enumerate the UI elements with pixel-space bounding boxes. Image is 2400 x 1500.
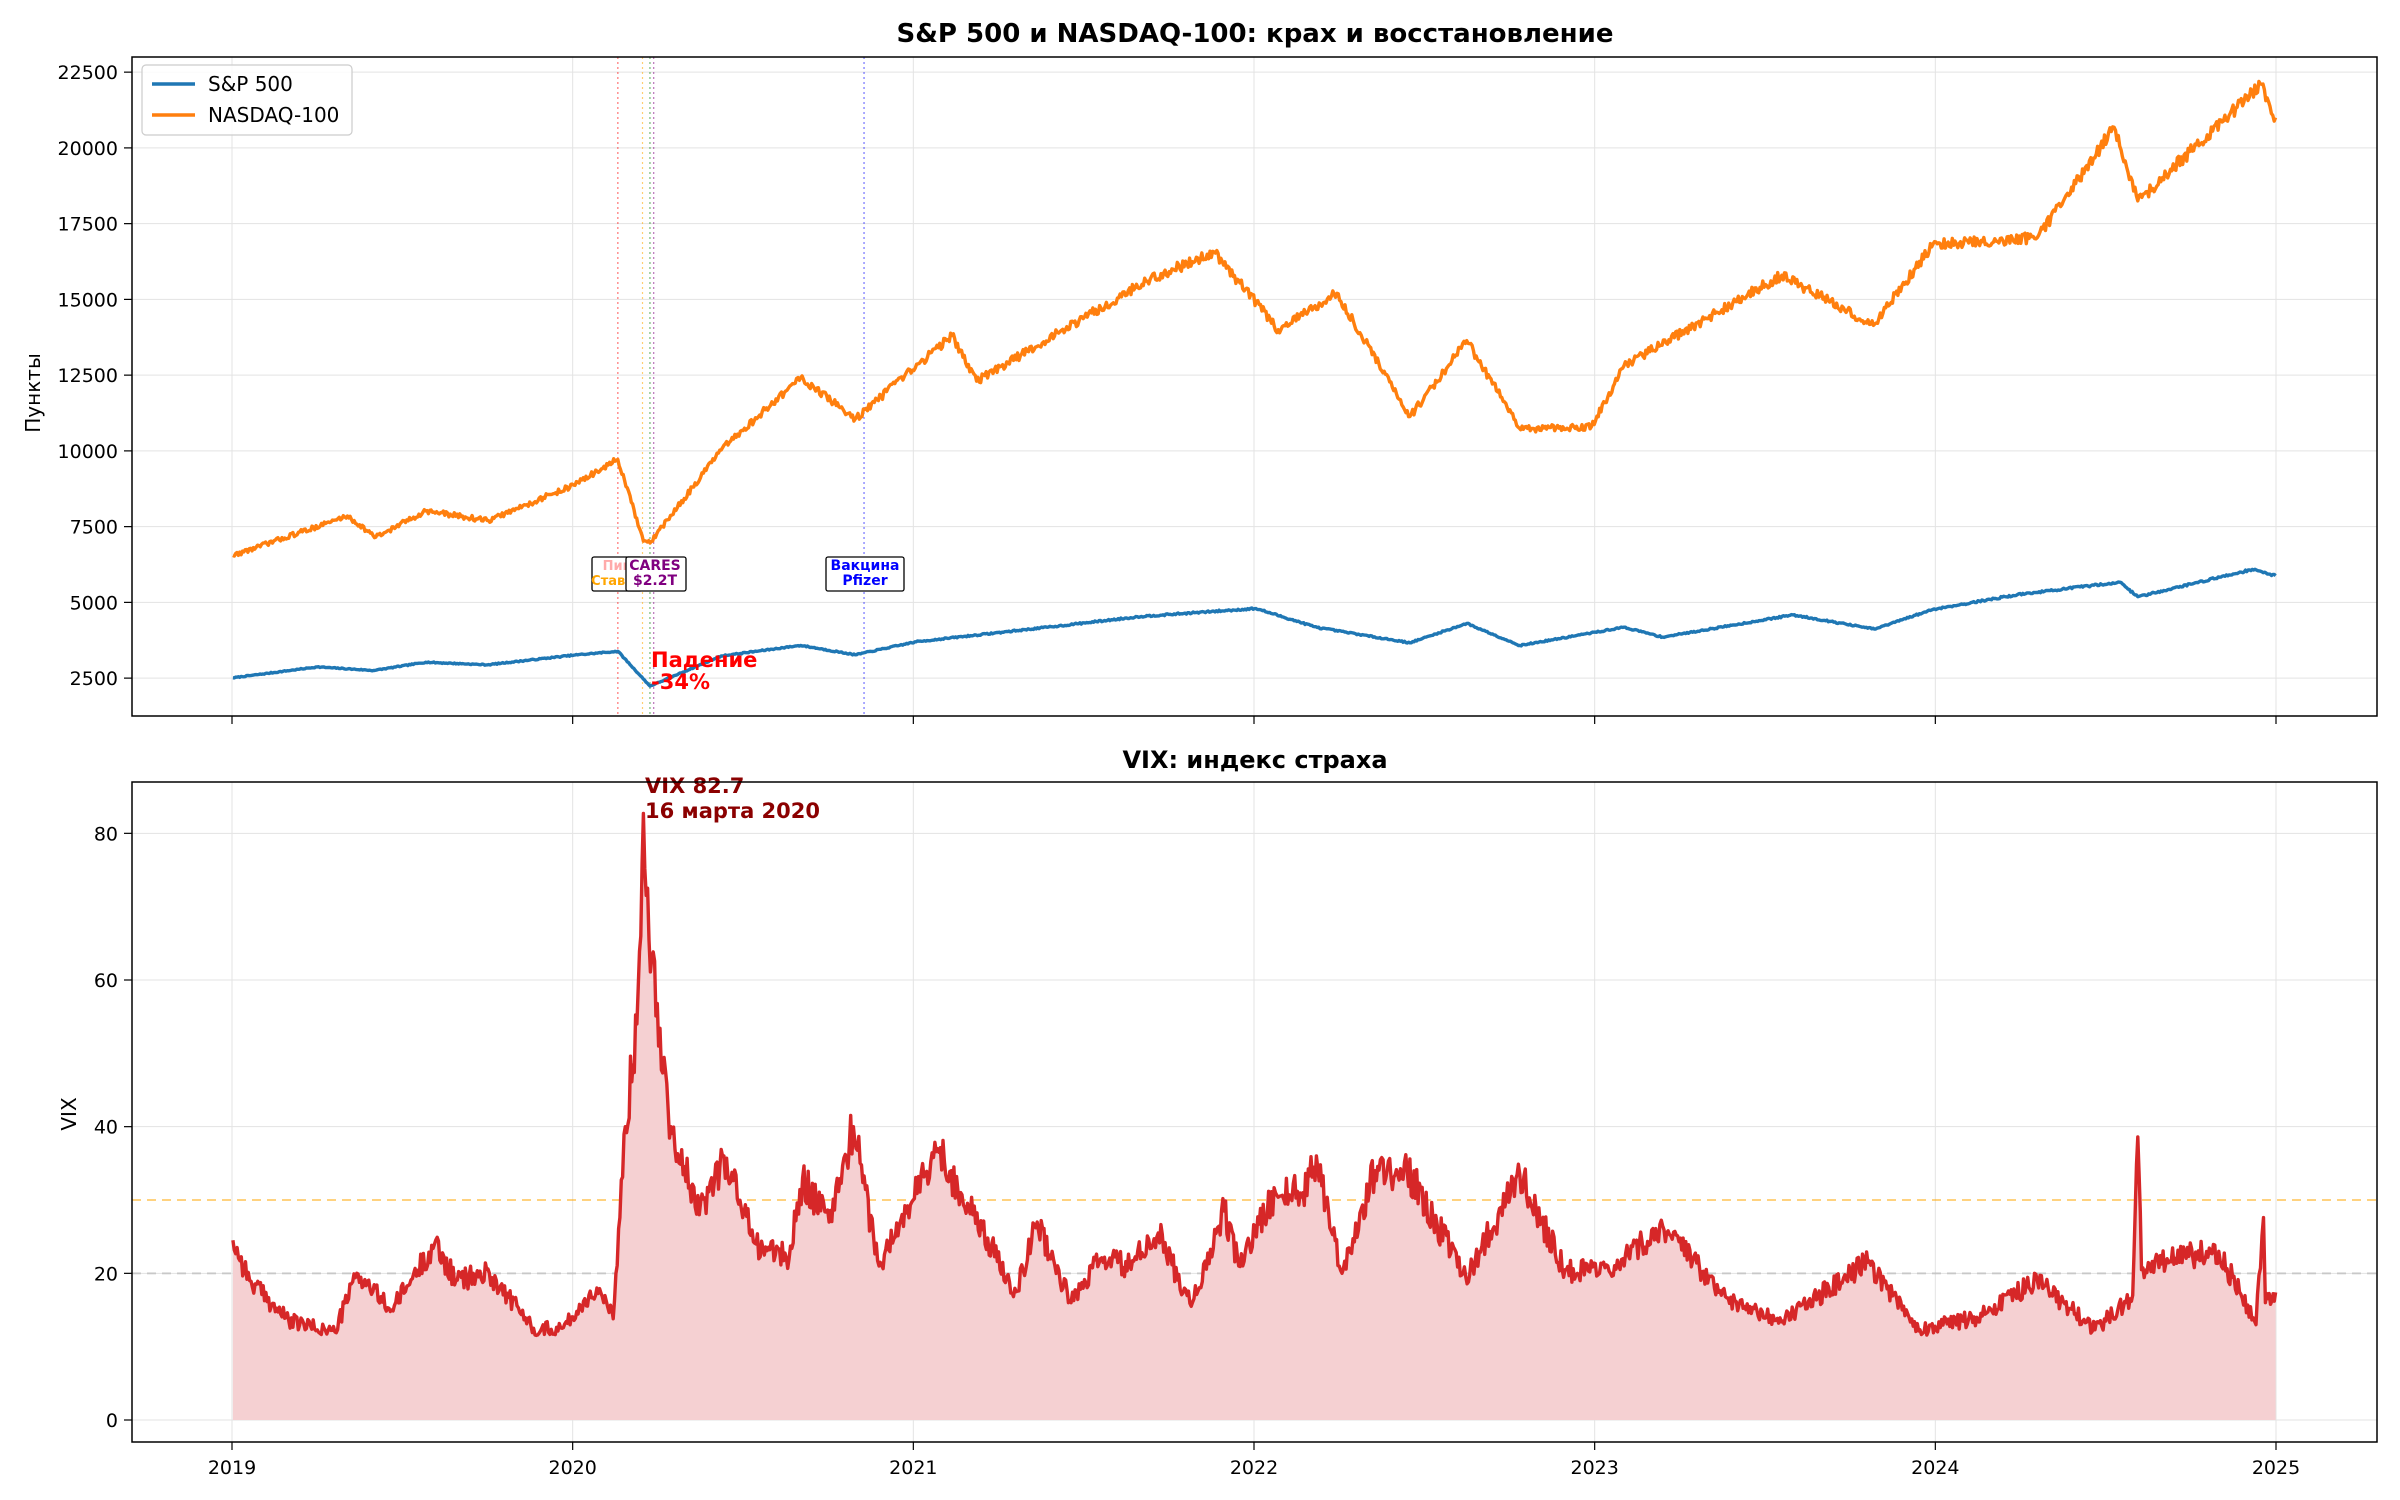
x-tick-label: 2023 xyxy=(1570,1457,1618,1479)
index-chart-y-tick-label: 22500 xyxy=(58,62,118,84)
vix-chart-frame xyxy=(131,781,2378,1443)
vix-chart-y-tick-label: 0 xyxy=(106,1410,118,1432)
index-chart: S&P 500 и NASDAQ-100: крах и восстановле… xyxy=(21,19,2378,724)
series-line-sp500 xyxy=(232,567,2277,688)
x-tick-label: 2020 xyxy=(548,1457,596,1479)
index-chart-y-tick-label: 2500 xyxy=(70,668,118,690)
series-line-vix xyxy=(231,811,2278,1338)
legend-label: S&P 500 xyxy=(208,72,293,96)
annotation-drop-line-1: Падение xyxy=(651,648,757,672)
legend-label: NASDAQ-100 xyxy=(208,103,339,127)
index-chart-y-tick-label: 20000 xyxy=(58,138,118,160)
index-chart-y-axis-label: Пункты xyxy=(21,353,45,432)
index-chart-y-tick-label: 10000 xyxy=(58,441,118,463)
index-chart-y-tick-label: 5000 xyxy=(70,592,118,614)
index-chart-y-tick-label: 12500 xyxy=(58,365,118,387)
annotation-vaccine-line-1: Вакцина xyxy=(831,558,900,574)
vix-chart: VIX: индекс страха VIX 0 20 40 60 80 2019 2020… xyxy=(57,746,2378,1479)
vix-chart-series xyxy=(231,811,2278,1420)
annotation-cares-line-2: $2.2T xyxy=(633,573,678,589)
index-chart-y-tick-label: 17500 xyxy=(58,214,118,236)
vix-chart-title: VIX: индекс страха xyxy=(1122,746,1387,774)
x-tick-label: 2021 xyxy=(889,1457,937,1479)
index-chart-grid xyxy=(132,57,2377,716)
index-chart-series xyxy=(232,79,2278,688)
vix-area-fill xyxy=(232,813,2276,1420)
x-tick-label: 2022 xyxy=(1230,1457,1278,1479)
vix-chart-annotations: VIX 82.716 марта 2020 xyxy=(645,774,820,823)
vix-chart-ticks: 0 20 40 60 80 2019 2020 2021 2022 2023 2024 2025 xyxy=(94,823,2300,1479)
x-tick-label: 2025 xyxy=(2252,1457,2300,1479)
index-chart-annotations: Падение-34%ПикСтавкаCARES$2.2TВакцинаPfi… xyxy=(591,556,905,694)
index-chart-legend: S&P 500 NASDAQ-100 xyxy=(141,64,353,136)
index-chart-frame xyxy=(131,56,2378,717)
annotation-peak: Пик xyxy=(603,559,632,574)
annotation-drop-line-2: -34% xyxy=(651,670,710,694)
index-chart-y-tick-label: 7500 xyxy=(70,517,118,539)
annotation-vix-peak-line-1: VIX 82.7 xyxy=(645,774,744,798)
annotation-box-cares xyxy=(625,556,687,592)
index-chart-ticks: 2500 5000 7500 10000 12500 15000 17500 20000 225… xyxy=(58,62,2277,724)
vix-chart-y-tick-label: 40 xyxy=(94,1117,118,1139)
index-chart-title: S&P 500 и NASDAQ-100: крах и восстановле… xyxy=(897,19,1614,49)
annotation-vaccine-line-2: Pfizer xyxy=(842,573,887,589)
vix-chart-y-tick-label: 20 xyxy=(94,1263,118,1285)
vix-chart-y-tick-label: 60 xyxy=(94,970,118,992)
vix-chart-y-axis-label: VIX xyxy=(57,1097,81,1131)
annotation-vix-peak-line-2: 16 марта 2020 xyxy=(645,799,820,823)
series-line-nasdaq100 xyxy=(232,79,2278,558)
vix-chart-y-tick-label: 80 xyxy=(94,823,118,845)
annotation-box-vaccine xyxy=(825,556,905,592)
x-tick-label: 2024 xyxy=(1911,1457,1959,1479)
annotation-cares-line-1: CARES xyxy=(629,558,681,574)
x-tick-label: 2019 xyxy=(208,1457,256,1479)
index-chart-y-tick-label: 15000 xyxy=(58,289,118,311)
